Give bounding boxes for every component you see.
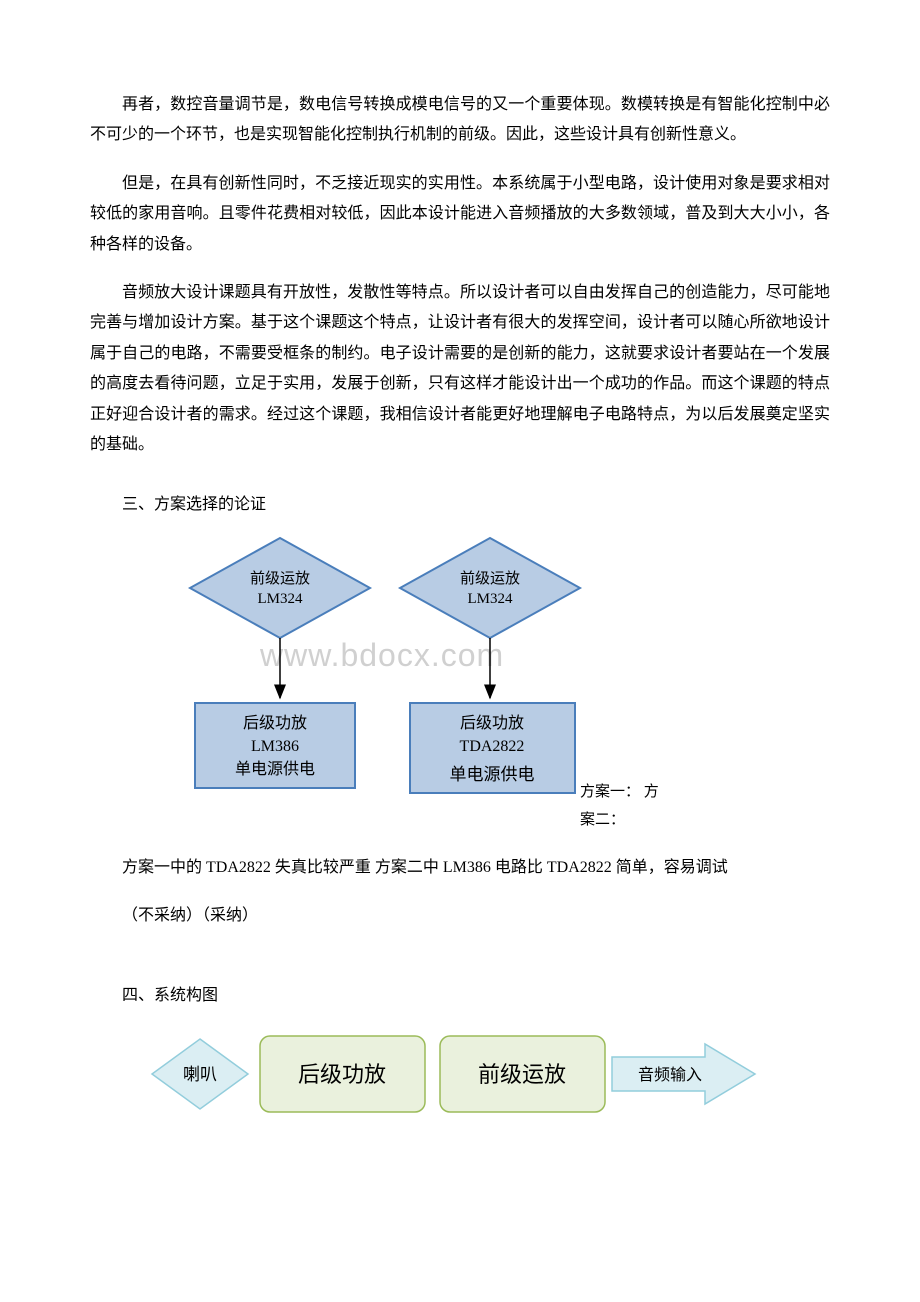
paragraph-4: 方案一中的 TDA2822 失真比较严重 方案二中 LM386 电路比 TDA2… [90,853,830,883]
left-preamp-line1: 前级运放 [250,570,310,587]
speaker-label: 喇叭 [183,1065,217,1084]
paragraph-5: （不采纳）（采纳） [90,901,830,931]
right-poweramp-line3: 单电源供电 [450,765,535,784]
left-poweramp-line3: 单电源供电 [235,760,315,778]
left-poweramp-line2: LM386 [251,738,299,755]
poweramp-label: 后级功放 [298,1062,386,1087]
right-preamp-line1: 前级运放 [460,570,520,587]
left-preamp-diamond [190,538,370,638]
diagram-scheme-comparison: www.bdocx.com 前级运放 LM324 前级运放 LM324 后级功放… [140,533,660,813]
scheme-diagram-svg: 前级运放 LM324 前级运放 LM324 后级功放 LM386 单电源供电 后… [140,533,660,803]
right-preamp-diamond [400,538,580,638]
paragraph-1: 再者，数控音量调节是，数电信号转换成模电信号的又一个重要体现。数模转换是有智能化… [90,90,830,151]
diagram-system-blocks: 喇叭 后级功放 前级运放 音频输入 [150,1024,770,1134]
heading-4: 四、系统构图 [90,981,830,1011]
paragraph-2: 但是，在具有创新性同时，不乏接近现实的实用性。本系统属于小型电路，设计使用对象是… [90,169,830,260]
right-poweramp-line1: 后级功放 [460,714,524,732]
right-poweramp-line2: TDA2822 [460,738,525,755]
paragraph-3: 音频放大设计课题具有开放性，发散性等特点。所以设计者可以自由发挥自己的创造能力，… [90,278,830,460]
audio-input-label: 音频输入 [638,1066,702,1084]
left-preamp-line2: LM324 [258,591,304,607]
system-diagram-svg: 喇叭 后级功放 前级运放 音频输入 [150,1024,770,1124]
left-poweramp-line1: 后级功放 [243,714,307,732]
preamp-label: 前级运放 [478,1062,566,1087]
right-preamp-line2: LM324 [468,591,514,607]
heading-3: 三、方案选择的论证 [90,490,830,520]
